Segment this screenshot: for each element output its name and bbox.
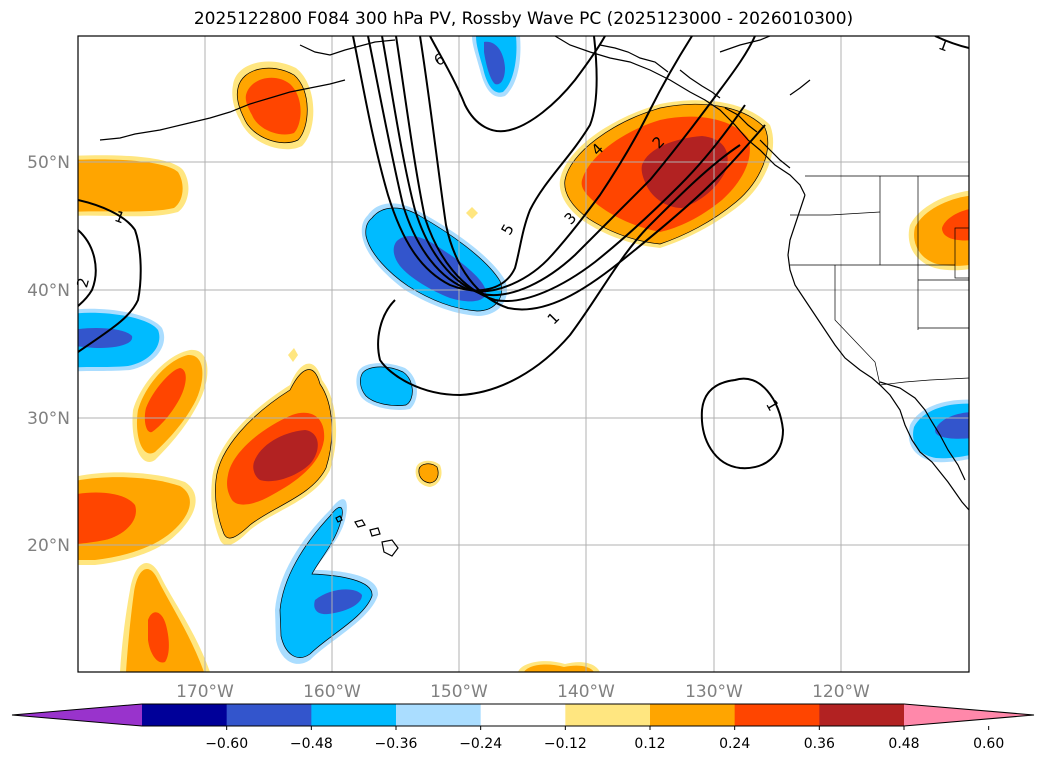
colorbar-segment	[226, 704, 312, 726]
colorbar-segment	[565, 704, 651, 726]
colorbar-outline	[11, 703, 1035, 727]
anomaly-negative	[314, 589, 362, 615]
lat-label: 30°N	[27, 409, 70, 429]
anomaly-negative	[280, 507, 373, 658]
colorbar-segment	[480, 704, 566, 726]
colorbar-tick-label: −0.60	[205, 736, 248, 752]
anomaly-positive	[641, 136, 728, 208]
colorbar-segment	[311, 704, 397, 726]
colorbar-tick-label: −0.48	[290, 736, 333, 752]
lon-label: 140°W	[557, 682, 615, 702]
lon-label: 120°W	[812, 682, 870, 702]
anomaly-positive	[245, 77, 301, 135]
anomaly-positive	[418, 463, 439, 483]
lat-label: 20°N	[27, 536, 70, 556]
anomaly-positive	[78, 159, 183, 212]
lon-label: 170°W	[176, 682, 234, 702]
anomaly-negative	[484, 41, 505, 85]
map-frame	[77, 35, 970, 673]
colorbar-tick-label: 0.48	[888, 736, 919, 752]
colorbar-tick-label: 0.36	[804, 736, 835, 752]
anomaly-positive	[942, 209, 969, 241]
anomaly-positive	[524, 664, 594, 672]
colorbar-tick-label: 0.24	[719, 736, 750, 752]
colorbar-extend-high	[904, 704, 1034, 726]
anomaly-positive	[144, 368, 186, 433]
colorbar-segment	[819, 704, 905, 726]
anomaly-positive	[148, 612, 169, 663]
colorbar-segment	[396, 704, 482, 726]
graticule	[78, 36, 969, 672]
pc-contours	[78, 36, 969, 470]
lon-label: 150°W	[430, 682, 488, 702]
anomaly-positive	[126, 568, 204, 672]
anomaly-positive	[78, 492, 136, 544]
colorbar-tick-label: −0.36	[375, 736, 418, 752]
lon-label: 160°W	[303, 682, 361, 702]
state-borders	[790, 175, 969, 386]
anomaly-positive	[288, 348, 298, 362]
colorbar-tick-label: 0.60	[973, 736, 1004, 752]
anomaly-negative	[935, 412, 969, 439]
lon-label: 130°W	[685, 682, 743, 702]
colorbar-segment	[142, 704, 228, 726]
colorbar: −0.60 −0.48 −0.36 −0.24 −0.12 0.12 0.24 0.36 0.4…	[11, 703, 1035, 752]
colorbar-tick-label: −0.12	[544, 736, 587, 752]
map-plot-area	[78, 36, 969, 672]
coastlines	[99, 36, 969, 557]
colorbar-segment	[734, 704, 820, 726]
colorbar-tick-label: 0.12	[634, 736, 665, 752]
colorbar-tick-label: −0.24	[459, 736, 502, 752]
anomaly-positive	[466, 207, 478, 219]
anomaly-negative	[360, 366, 413, 406]
lat-label: 50°N	[27, 153, 70, 173]
map-title: 2025122800 F084 300 hPa PV, Rossby Wave …	[193, 9, 854, 29]
lat-label: 40°N	[27, 281, 70, 301]
longitude-labels: 170°W 160°W 150°W 140°W 130°W 120°W	[176, 682, 870, 702]
latitude-labels: 50°N 40°N 30°N 20°N	[27, 153, 70, 556]
anomaly-positive	[253, 430, 318, 482]
colorbar-segment	[650, 704, 736, 726]
colorbar-extend-low	[12, 704, 142, 726]
